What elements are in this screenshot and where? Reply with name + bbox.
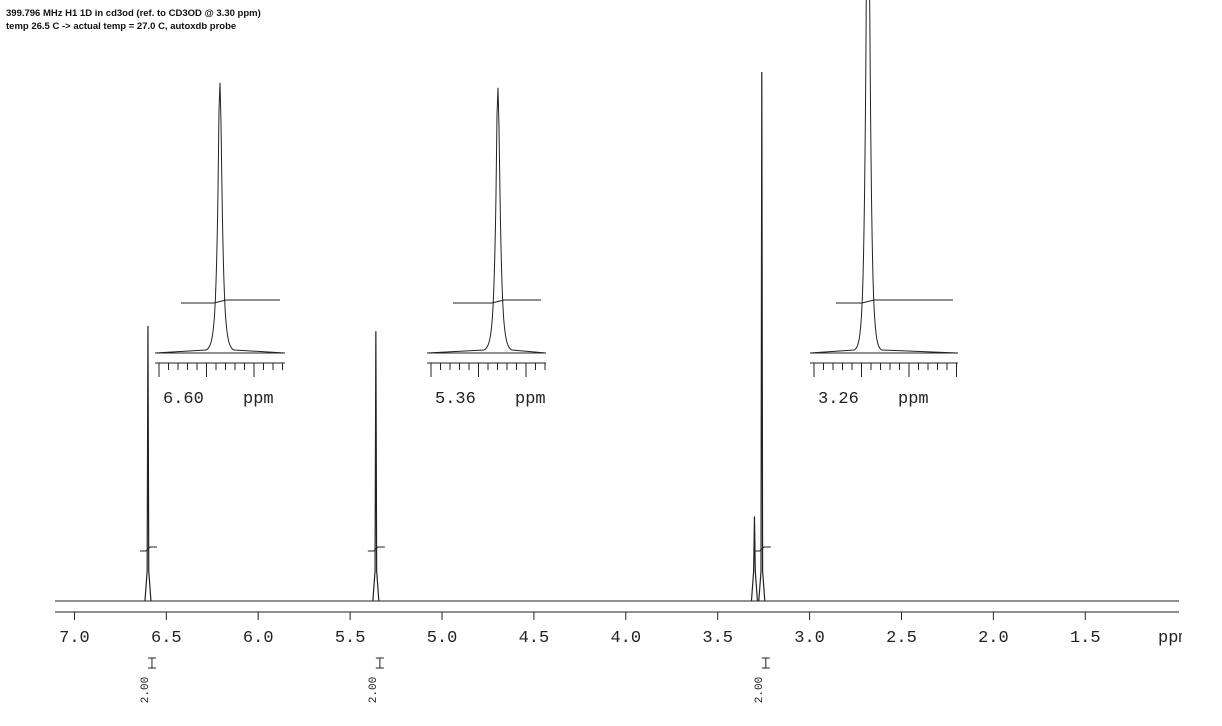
x-tick-label: 5.0 — [427, 629, 458, 648]
integral-curve — [367, 546, 385, 552]
x-tick-label: 6.0 — [243, 629, 274, 648]
x-tick-label: 5.5 — [335, 629, 366, 648]
integral: 2.00 — [140, 657, 156, 703]
x-axis-label: ppm — [1158, 629, 1189, 648]
integral-label: 2.00 — [754, 677, 766, 703]
x-tick-label: 7.0 — [59, 629, 90, 648]
x-tick-label: 2.5 — [886, 629, 917, 648]
x-tick-label: 4.5 — [519, 629, 550, 648]
integral-bracket — [761, 657, 770, 669]
integral-bracket — [147, 657, 156, 669]
x-tick-label: 6.5 — [151, 629, 182, 648]
integral-label: 2.00 — [140, 677, 152, 703]
integral: 2.00 — [368, 657, 384, 703]
x-tick-label: 2.0 — [978, 629, 1009, 648]
peak — [758, 71, 766, 602]
integral-bracket — [375, 657, 384, 669]
x-tick-label: 3.5 — [702, 629, 733, 648]
integral-curve — [139, 546, 157, 552]
x-tick-label: 3.0 — [794, 629, 825, 648]
inset-peak — [809, 0, 959, 354]
inset-label: 6.60 — [163, 390, 204, 409]
inset-unit: ppm — [898, 390, 929, 409]
integral: 2.00 — [754, 657, 770, 703]
inset-label: 3.26 — [818, 390, 859, 409]
inset-integral — [181, 299, 280, 304]
peak — [750, 516, 759, 602]
plot: 7.0 6.5 6.0 5.5 5.0 4.5 4.0 3.5 3.0 2.5 2.0 1.5 ppm 2… — [55, 0, 1189, 703]
peak — [372, 331, 380, 602]
inset-unit: ppm — [243, 390, 274, 409]
header-line: 399.796 MHz H1 1D in cd3od (ref. to CD3O… — [6, 8, 261, 19]
integral-label: 2.00 — [368, 677, 380, 703]
inset-integral — [836, 299, 953, 304]
x-tick-label: 4.0 — [610, 629, 641, 648]
inset-peak — [154, 82, 286, 354]
header-line: temp 26.5 C -> actual temp = 27.0 C, aut… — [6, 21, 236, 32]
inset-peak — [426, 87, 547, 354]
integral-curve — [753, 546, 771, 552]
peak — [144, 325, 152, 602]
x-tick-label: 1.5 — [1070, 629, 1101, 648]
inset-unit: ppm — [515, 390, 546, 409]
inset-label: 5.36 — [435, 390, 476, 409]
inset-integral — [453, 299, 541, 304]
